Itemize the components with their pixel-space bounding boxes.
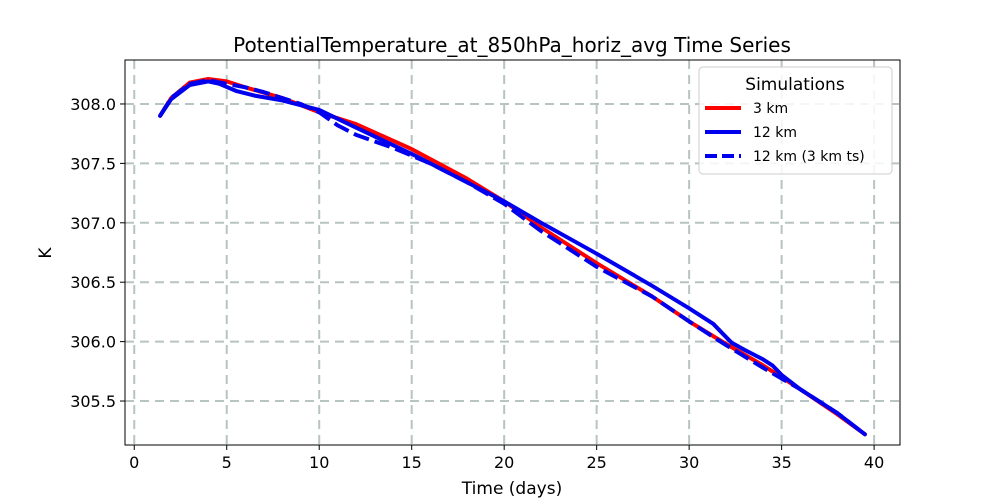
x-tick-label: 10	[309, 453, 329, 472]
legend-label-3: 12 km (3 km ts)	[753, 149, 865, 165]
x-axis-label: Time (days)	[461, 479, 562, 499]
legend: Simulations 3 km 12 km 12 km (3 km ts)	[698, 66, 893, 175]
y-tick-label: 307.5	[70, 154, 116, 173]
y-tick-label: 305.5	[70, 392, 116, 411]
series-layer	[158, 77, 867, 437]
legend-label-2: 12 km	[753, 125, 797, 141]
plot-frame	[124, 59, 901, 446]
x-tick-label: 40	[864, 453, 884, 472]
y-tick-label: 306.0	[70, 333, 116, 352]
x-tick-label: 35	[771, 453, 791, 472]
y-tick-label: 308.0	[70, 95, 116, 114]
legend-box	[698, 66, 893, 175]
series-line-2	[158, 79, 867, 437]
x-tick-label: 30	[679, 453, 699, 472]
legend-label-1: 3 km	[753, 101, 788, 117]
x-tick-label: 0	[129, 453, 139, 472]
series-line-3	[158, 78, 867, 436]
legend-title: Simulations	[745, 75, 845, 95]
y-tick-label: 306.5	[70, 273, 116, 292]
x-tick-label: 20	[494, 453, 514, 472]
x-tick-label: 25	[586, 453, 606, 472]
x-tick-label: 15	[402, 453, 422, 472]
y-axis-label: K	[36, 247, 56, 259]
chart-title: PotentialTemperature_at_850hPa_horiz_avg…	[233, 33, 791, 57]
y-tick-label: 307.0	[70, 214, 116, 233]
tick-layer: 0 5 10 15 20 25 30 35 40 305.5 306.0 306.5 307.0 307.…	[70, 95, 884, 472]
x-tick-label: 5	[222, 453, 232, 472]
